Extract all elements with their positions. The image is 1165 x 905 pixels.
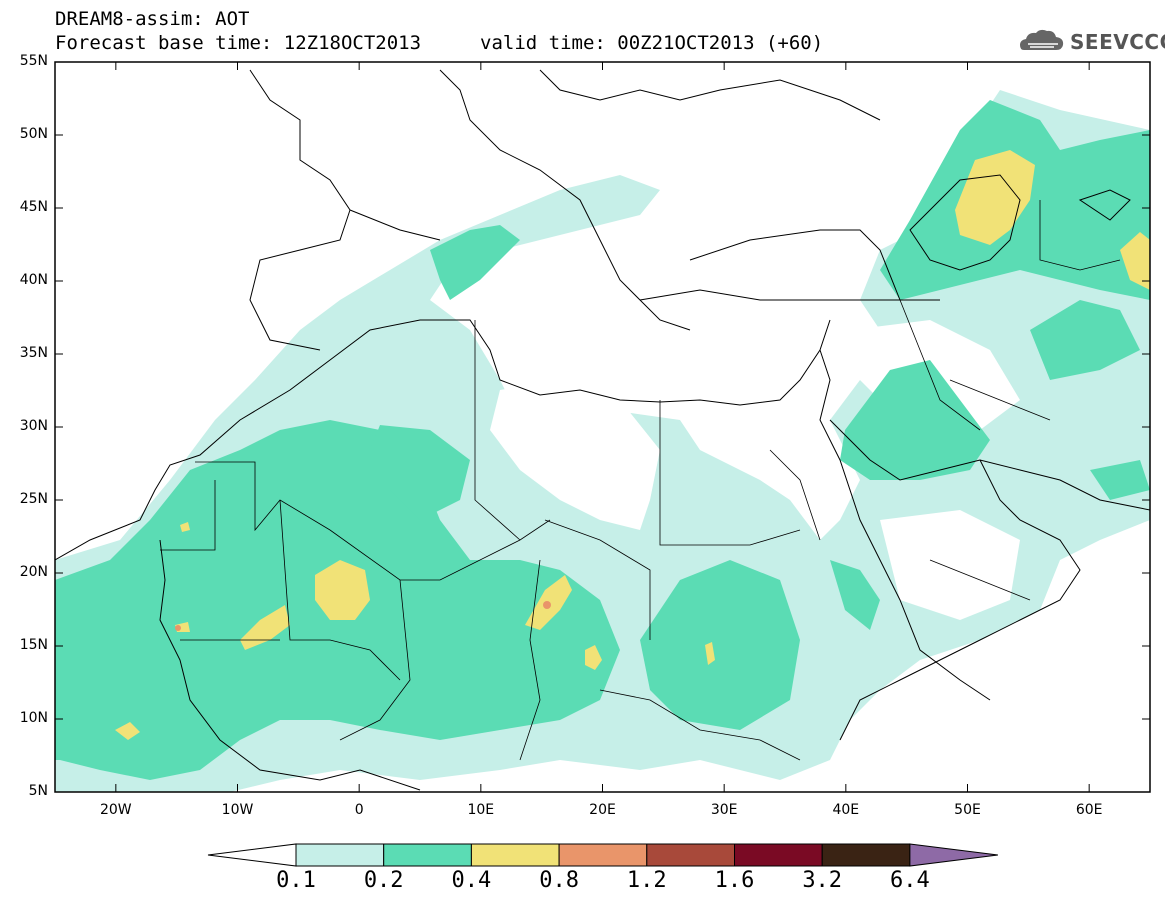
lon-tick-label: 30E [710,802,738,818]
cloud-logo-icon [1020,29,1064,50]
base-time-label: Forecast base time: 12Z18OCT2013 [55,32,422,54]
aot-contours [55,90,1150,792]
axis-ticks [55,61,1150,793]
lat-tick-label: 20N [19,564,48,580]
colorbar-label: 0.2 [363,868,404,893]
colorbar-below-arrow [207,843,297,867]
lat-tick-label: 10N [19,710,48,726]
colorbar-label: 6.4 [890,868,930,893]
lon-tick-label: 40E [832,802,860,818]
colorbar-label: 3.2 [802,868,843,893]
lat-tick-label: 45N [19,199,48,215]
colorbar-label: 1.2 [626,868,667,893]
lat-tick-label: 35N [19,345,48,361]
colorbar-above-arrow [909,843,998,867]
lon-tick-label: 10W [221,802,254,818]
country-borders [160,200,1121,761]
logo-text: SEEVCCC [1070,30,1165,54]
lat-tick-label: 40N [19,272,48,288]
colorbar [207,843,998,867]
colorbar-label: 0.4 [451,868,492,893]
lon-tick-label: 0 [354,802,364,818]
colorbar-box [821,843,911,867]
map-title: DREAM8-assim: AOT [55,8,250,30]
lon-tick-label: 20E [589,802,616,818]
colorbar-label: 0.1 [276,868,316,893]
colorbar-box [295,843,385,867]
lat-tick-label: 5N [28,783,48,799]
lat-tick-label: 15N [19,637,48,653]
lon-tick-label: 60E [1075,802,1103,818]
colorbar-box [470,843,560,867]
colorbar-box [734,843,823,867]
lat-tick-label: 25N [19,491,48,507]
lat-tick-label: 50N [19,126,48,142]
valid-time-label: valid time: 00Z21OCT2013 (+60) [480,32,824,54]
coastlines [55,69,1150,791]
colorbar-box [558,843,648,867]
colorbar-label: 0.8 [539,868,579,893]
colorbar-label: 1.6 [714,868,755,893]
lat-tick-label: 30N [19,418,48,434]
colorbar-box [646,843,735,867]
lon-tick-label: 10E [467,802,495,818]
colorbar-box [383,843,472,867]
aot-map [54,61,1151,793]
lat-tick-label: 55N [19,53,48,69]
lon-tick-label: 20W [99,802,132,818]
lon-tick-label: 50E [954,802,981,818]
